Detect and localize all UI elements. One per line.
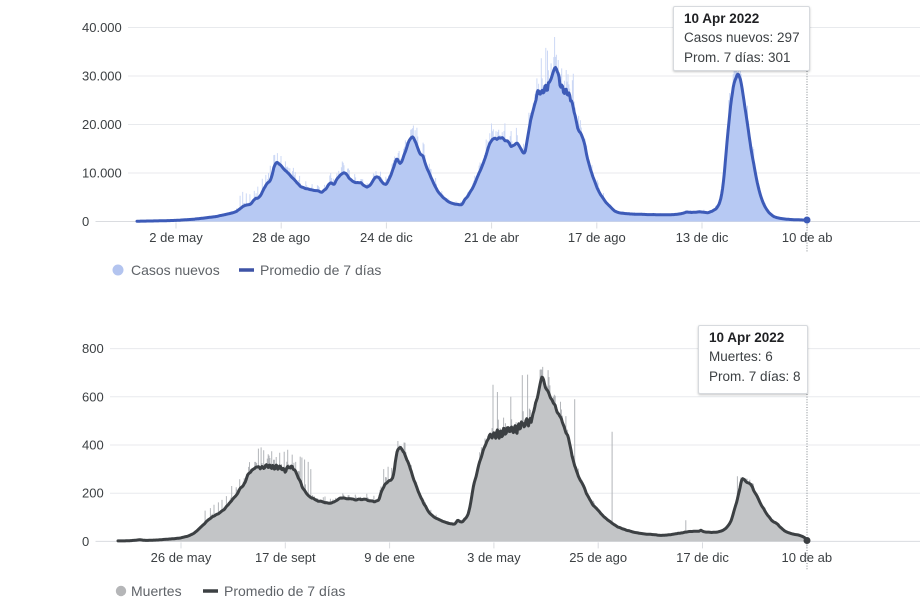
svg-text:13 de dic: 13 de dic [676, 230, 729, 245]
svg-text:3 de may: 3 de may [467, 550, 521, 565]
svg-text:25 de ago: 25 de ago [569, 550, 627, 565]
svg-text:2 de may: 2 de may [149, 230, 203, 245]
svg-text:200: 200 [82, 486, 104, 501]
svg-text:40.000: 40.000 [82, 20, 122, 35]
svg-text:17 de sept: 17 de sept [255, 550, 316, 565]
svg-text:17 de ago: 17 de ago [568, 230, 626, 245]
svg-text:28 de ago: 28 de ago [252, 230, 310, 245]
svg-text:400: 400 [82, 438, 104, 453]
svg-text:26 de may: 26 de may [151, 550, 212, 565]
svg-text:0: 0 [82, 214, 89, 229]
svg-text:17 de dic: 17 de dic [676, 550, 729, 565]
svg-text:0: 0 [82, 534, 89, 549]
svg-text:20.000: 20.000 [82, 117, 122, 132]
svg-text:Promedio de 7 días: Promedio de 7 días [260, 262, 381, 278]
svg-text:21 de abr: 21 de abr [464, 230, 520, 245]
svg-text:600: 600 [82, 389, 104, 404]
svg-text:10.000: 10.000 [82, 166, 122, 181]
svg-text:Casos nuevos: Casos nuevos [131, 262, 220, 278]
svg-text:Promedio de 7 días: Promedio de 7 días [224, 583, 345, 599]
svg-text:24 de dic: 24 de dic [360, 230, 413, 245]
svg-text:9 de ene: 9 de ene [364, 550, 415, 565]
svg-text:30.000: 30.000 [82, 69, 122, 84]
svg-text:Muertes: Muertes [131, 583, 182, 599]
svg-text:800: 800 [82, 341, 104, 356]
svg-text:10 de ab: 10 de ab [781, 550, 832, 565]
